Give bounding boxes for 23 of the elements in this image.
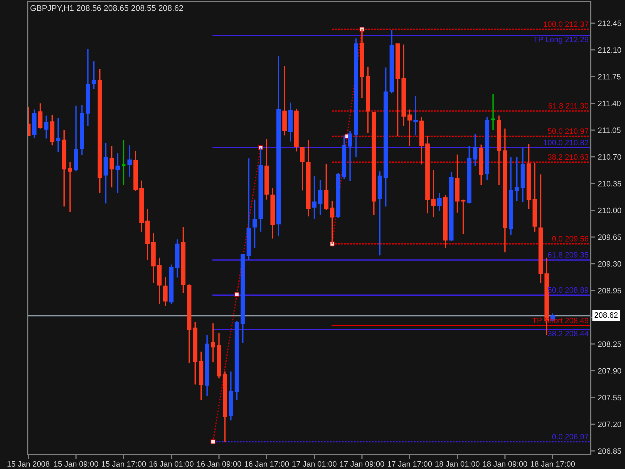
candlestick xyxy=(121,140,127,186)
candlestick xyxy=(32,109,37,139)
candlestick xyxy=(128,144,132,178)
chart-title: GBPJPY,H1 208.56 208.65 208.55 208.62 xyxy=(30,5,184,12)
candlestick xyxy=(282,66,287,136)
candlestick xyxy=(44,115,49,140)
candlestick xyxy=(104,142,108,204)
point xyxy=(210,440,216,444)
candlestick xyxy=(38,102,43,130)
point xyxy=(234,292,240,298)
candlestick xyxy=(50,114,55,146)
point xyxy=(258,145,264,150)
candlestick xyxy=(455,154,460,214)
candlestick xyxy=(92,60,96,90)
candlestick xyxy=(56,117,61,154)
candlestick xyxy=(74,105,78,172)
candlestick xyxy=(437,192,442,212)
candlestick xyxy=(300,147,305,192)
candlestick xyxy=(288,102,293,142)
candlestick xyxy=(163,276,168,307)
point xyxy=(330,242,335,247)
candlestick xyxy=(116,152,120,194)
candlestick xyxy=(414,95,418,136)
